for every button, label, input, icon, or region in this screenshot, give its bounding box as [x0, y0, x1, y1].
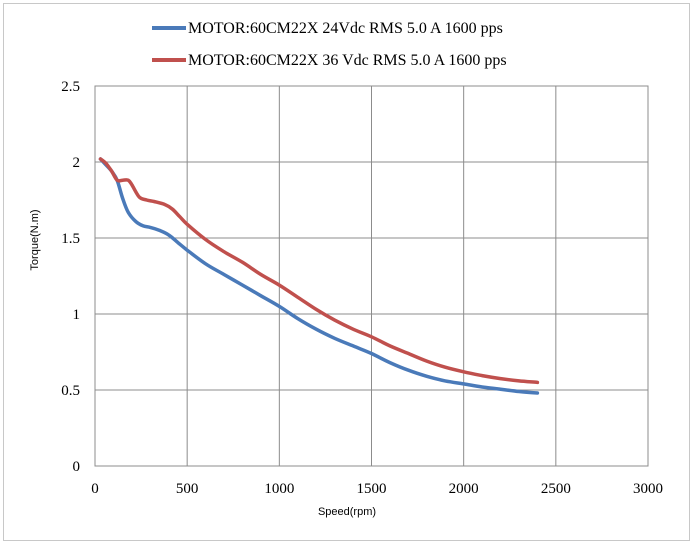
x-tick-label: 1000 — [264, 481, 294, 497]
x-tick-label: 3000 — [633, 481, 663, 497]
x-tick-label: 2500 — [541, 481, 571, 497]
x-axis-ticks: 0 500 1000 1500 2000 2500 3000 — [91, 481, 663, 497]
y-tick-label: 2.5 — [61, 79, 80, 95]
plot-area — [94, 85, 649, 467]
x-tick-label: 1500 — [357, 481, 387, 497]
chart-frame — [3, 3, 690, 541]
y-tick-label: 0.5 — [61, 383, 80, 399]
legend-label-1: MOTOR:60CM22X 36 Vdc RMS 5.0 A 1600 pps — [188, 52, 507, 69]
series-line-0 — [98, 157, 540, 395]
y-axis-title: Torque(N.m) — [29, 209, 41, 270]
x-tick-label: 500 — [176, 481, 199, 497]
y-tick-label: 1 — [73, 307, 81, 323]
y-axis-ticks: 0 0.5 1 1.5 2 2.5 — [61, 79, 80, 475]
series-line-1 — [98, 157, 540, 385]
series-lines — [98, 157, 540, 395]
y-tick-label: 1.5 — [61, 231, 80, 247]
plot-border — [94, 85, 649, 467]
y-tick-label: 2 — [73, 155, 81, 171]
x-tick-label: 0 — [91, 481, 99, 497]
legend-label-0: MOTOR:60CM22X 24Vdc RMS 5.0 A 1600 pps — [188, 20, 503, 37]
y-tick-label: 0 — [73, 459, 81, 475]
x-axis-title: Speed(rpm) — [318, 506, 376, 518]
grid-lines — [94, 85, 649, 467]
legend: MOTOR:60CM22X 24Vdc RMS 5.0 A 1600 pps M… — [152, 20, 507, 69]
x-tick-label: 2000 — [449, 481, 479, 497]
